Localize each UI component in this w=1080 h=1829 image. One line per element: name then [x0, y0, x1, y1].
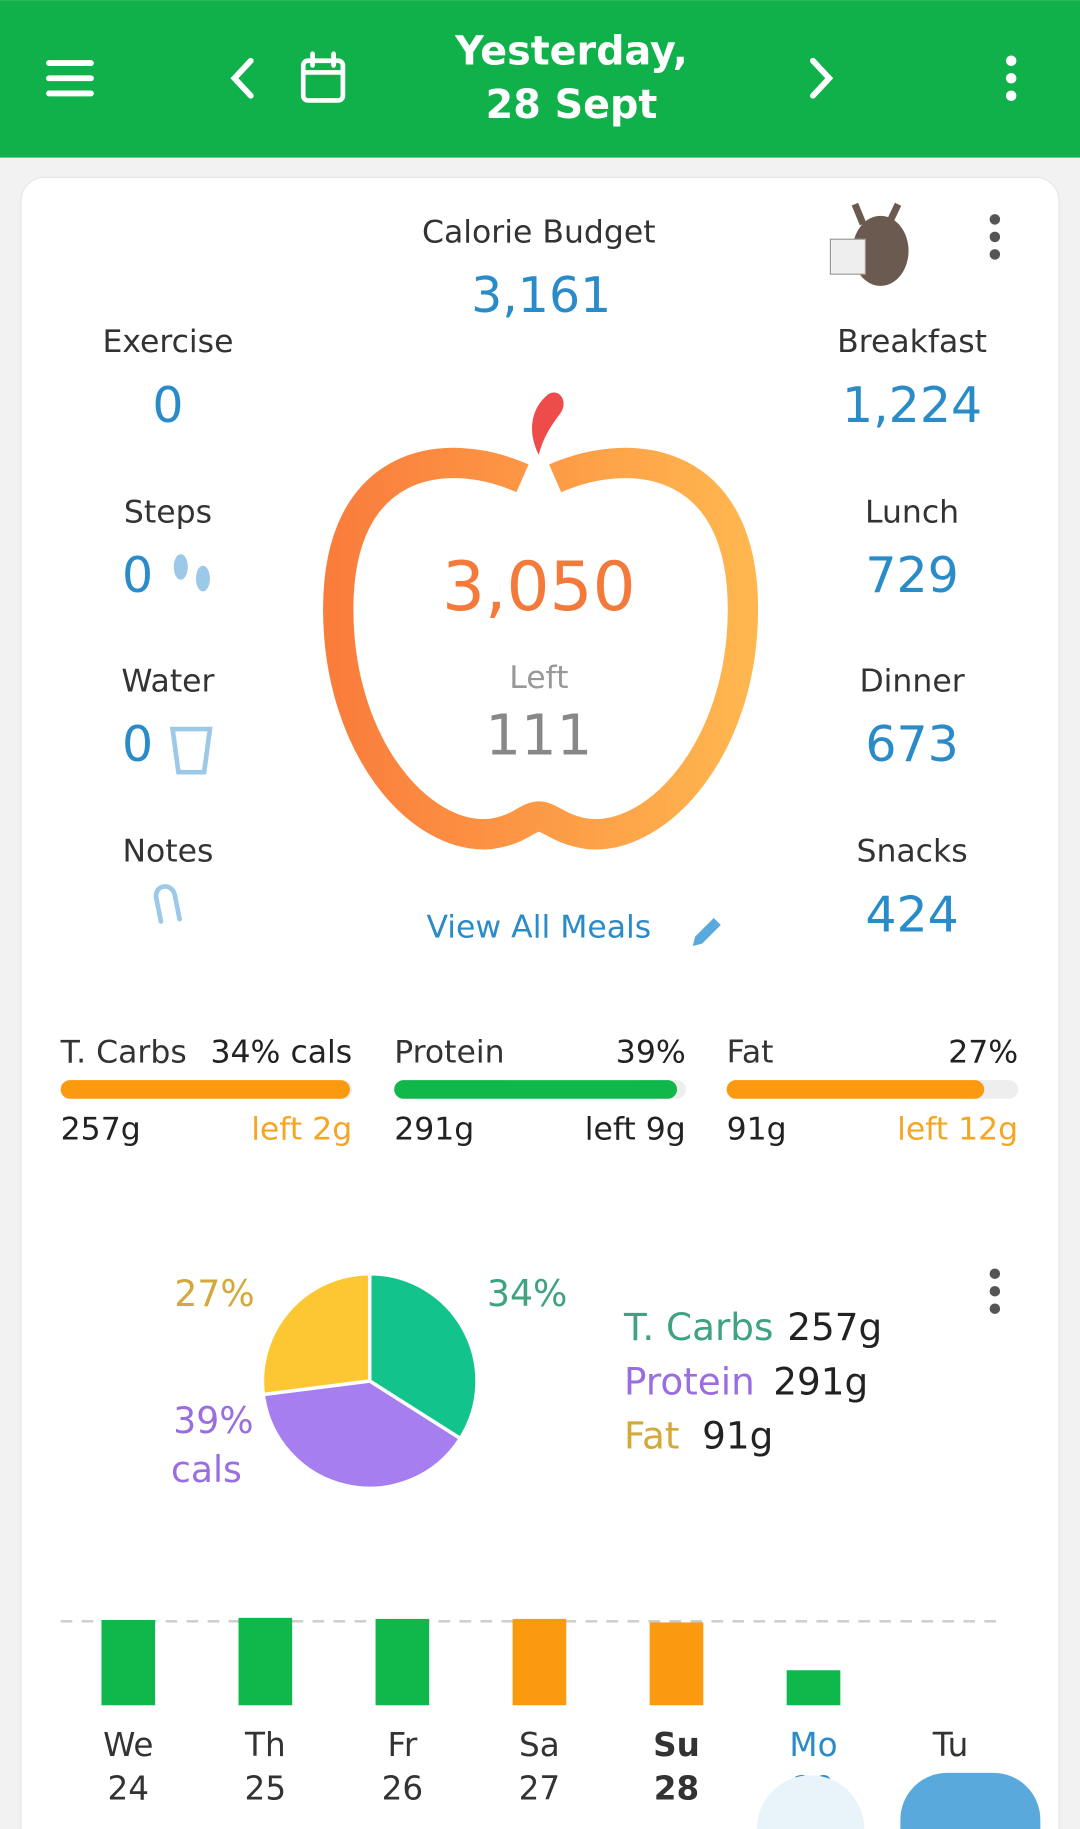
meal-label: Dinner — [859, 663, 964, 699]
stat-label: Water — [121, 663, 214, 699]
meal-label: Snacks — [856, 834, 967, 870]
meal-value: 1,224 — [842, 377, 982, 434]
macro-name: T. Carbs — [60, 1034, 187, 1070]
legend-grams: 291g — [773, 1359, 868, 1403]
macro-grams: 291g — [394, 1111, 474, 1147]
macro-percent: 27% — [948, 1034, 1018, 1070]
date-title: 28 Sept — [486, 82, 658, 128]
macro-left: left 12g — [897, 1111, 1018, 1147]
stat-label: Steps — [124, 494, 212, 530]
date-label: 25 — [245, 1769, 287, 1807]
day-bar — [786, 1670, 841, 1706]
macro-name: Fat — [727, 1034, 774, 1070]
date-label: 27 — [519, 1769, 561, 1807]
macro-percent: 39% — [616, 1034, 686, 1070]
scan-button[interactable] — [756, 1775, 865, 1829]
top-bar — [0, 0, 1080, 158]
meal-label: Breakfast — [837, 324, 987, 360]
left-label: Left — [509, 660, 568, 696]
day-bar — [512, 1618, 567, 1706]
meal-value: 729 — [865, 547, 958, 604]
macro-grams: 91g — [727, 1111, 787, 1147]
date-label: 28 — [654, 1769, 699, 1807]
stat-label: Notes — [122, 834, 213, 870]
eaten-value: 3,050 — [442, 547, 636, 626]
view-all-meals-link[interactable]: View All Meals — [426, 909, 651, 945]
budget-value: 3,161 — [471, 267, 611, 324]
day-bar — [101, 1619, 156, 1706]
macro-left: left 9g — [585, 1111, 686, 1147]
notes-icon[interactable] — [153, 884, 182, 924]
day-label: Th — [244, 1726, 286, 1764]
add-button[interactable] — [900, 1772, 1041, 1829]
day-label: We — [103, 1726, 153, 1764]
stat-value: 0 — [152, 377, 183, 434]
stat-value: 0 — [122, 547, 153, 604]
pie-unit: cals — [171, 1448, 242, 1491]
legend-name: Fat — [624, 1414, 680, 1458]
day-bar — [238, 1617, 293, 1706]
stat-value: 0 — [122, 716, 153, 773]
meal-value: 424 — [865, 886, 958, 943]
apple-leaf — [532, 392, 564, 455]
steps-icon — [173, 554, 210, 592]
legend-grams: 91g — [702, 1414, 773, 1458]
macro-name: Protein — [394, 1034, 504, 1070]
water-icon — [169, 726, 213, 775]
day-label: Fr — [387, 1726, 417, 1764]
day-label: Su — [653, 1726, 700, 1764]
calendar-button[interactable] — [300, 51, 346, 103]
pie-label: 39% — [173, 1399, 253, 1442]
legend-name: Protein — [624, 1359, 755, 1403]
macro-percent: 34% cals — [210, 1034, 352, 1070]
card-menu-button[interactable] — [989, 214, 1001, 260]
prev-day-button[interactable] — [230, 57, 254, 99]
left-value: 111 — [485, 704, 592, 769]
budget-label: Calorie Budget — [422, 214, 656, 250]
pie-label: 27% — [174, 1272, 254, 1315]
macro-fill — [394, 1080, 678, 1099]
day-label: Tu — [932, 1726, 969, 1764]
chart-menu-button[interactable] — [989, 1268, 1001, 1314]
day-bar — [375, 1618, 430, 1706]
meal-value: 673 — [865, 716, 958, 773]
date-title: Yesterday, — [454, 28, 688, 74]
more-button[interactable] — [1005, 55, 1017, 102]
pie-slice — [260, 1271, 372, 1397]
macro-fill — [60, 1080, 350, 1099]
macro-grams: 257g — [61, 1111, 141, 1147]
day-label: Mo — [789, 1726, 837, 1764]
date-label: 26 — [382, 1769, 424, 1807]
day-bar — [649, 1622, 704, 1706]
mascot — [829, 202, 909, 286]
menu-button[interactable] — [46, 60, 94, 97]
next-day-button[interactable] — [810, 57, 834, 99]
legend-name: T. Carbs — [623, 1305, 773, 1349]
pie-slice — [261, 1379, 463, 1491]
date-label: 24 — [108, 1769, 150, 1807]
macro-fill — [726, 1080, 985, 1099]
macro-left: left 2g — [251, 1111, 352, 1147]
meal-label: Lunch — [865, 494, 959, 530]
edit-icon[interactable] — [692, 917, 721, 946]
apple-ring — [323, 447, 759, 850]
legend-grams: 257g — [787, 1305, 882, 1349]
stat-label: Exercise — [102, 324, 233, 360]
pie-label: 34% — [487, 1272, 567, 1315]
day-label: Sa — [519, 1726, 560, 1764]
